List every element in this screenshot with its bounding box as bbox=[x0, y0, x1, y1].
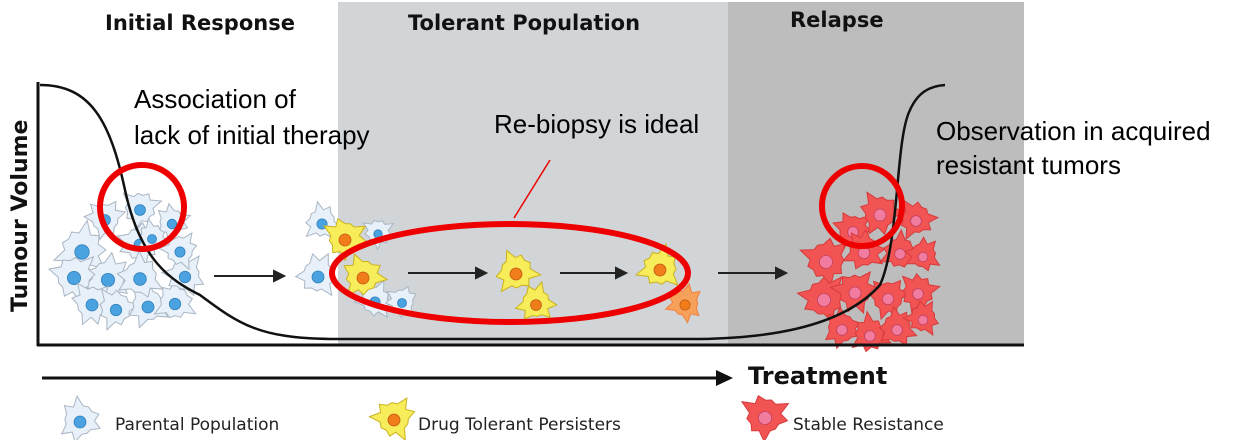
parental-cell-icon bbox=[47, 255, 96, 304]
highlight-initial-circle bbox=[97, 162, 187, 252]
annotation-tolerant: Re-biopsy is ideal bbox=[494, 109, 699, 139]
phase-tolerant-label: Tolerant Population bbox=[408, 11, 640, 35]
parental-cell-icon bbox=[294, 252, 339, 297]
highlight-tolerant-ellipse bbox=[329, 221, 691, 325]
resistant-cell-icon bbox=[901, 273, 942, 315]
treatment-arrow-head bbox=[716, 370, 733, 386]
callout-line bbox=[513, 159, 551, 219]
resistant-cell-icon bbox=[851, 310, 892, 353]
x-axis-label: Treatment bbox=[748, 362, 887, 390]
transitioning-cell-icon bbox=[664, 282, 701, 324]
parental-cell-icon bbox=[116, 249, 164, 298]
persister-cell-icon bbox=[634, 242, 679, 286]
persister-cell-icon bbox=[514, 280, 558, 320]
parental-cell-icon bbox=[153, 277, 197, 319]
persister-cell-icon bbox=[495, 249, 542, 293]
resistant-cell-icon bbox=[859, 191, 907, 236]
parental-cell-icon bbox=[384, 286, 417, 319]
resistant-cell-icon bbox=[878, 305, 918, 347]
legend-persister-label: Drug Tolerant Persisters bbox=[418, 415, 621, 435]
resistant-cell-icon bbox=[740, 394, 790, 440]
persister-cell-icon bbox=[343, 252, 389, 297]
phase-relapse-label: Relapse bbox=[790, 8, 884, 32]
annotation-initial-line2: lack of initial therapy bbox=[134, 120, 370, 150]
annotation-initial-line1: Association of bbox=[134, 84, 297, 114]
tumour-volume-curve bbox=[39, 83, 946, 341]
resistant-cell-icon bbox=[796, 276, 844, 324]
resistant-cell-icon bbox=[842, 228, 886, 270]
legend-resistant-label: Stable Resistance bbox=[793, 415, 944, 435]
y-axis-label: Tumour Volume bbox=[8, 120, 33, 312]
resistant-cell-icon bbox=[901, 300, 939, 336]
resistant-cell-icon bbox=[878, 228, 920, 268]
phase-tolerant-bg bbox=[338, 2, 728, 345]
parental-cell-icon bbox=[129, 281, 171, 329]
annotation-relapse-line1: Observation in acquired bbox=[936, 116, 1211, 146]
annotation-relapse-line2: resistant tumors bbox=[936, 150, 1121, 180]
parental-cell-icon bbox=[99, 288, 141, 332]
parental-cell-icon bbox=[60, 395, 101, 440]
legend-parental-label: Parental Population bbox=[115, 415, 279, 435]
parental-cell-icon bbox=[157, 231, 198, 271]
annotation-highlights bbox=[97, 162, 905, 325]
resistant-cell-icon bbox=[799, 237, 848, 289]
progression-arrows bbox=[214, 266, 789, 283]
highlight-relapse-circle bbox=[819, 163, 905, 249]
resistant-cell-icon bbox=[869, 279, 911, 321]
parental-cell-icon bbox=[122, 192, 163, 232]
phase-initial-label: Initial Response bbox=[105, 11, 295, 35]
resistant-cell-icon bbox=[904, 236, 941, 272]
resistant-cell-icon bbox=[900, 199, 940, 241]
persister-cell-icon bbox=[368, 397, 416, 440]
parental-cell-icon bbox=[157, 202, 192, 242]
